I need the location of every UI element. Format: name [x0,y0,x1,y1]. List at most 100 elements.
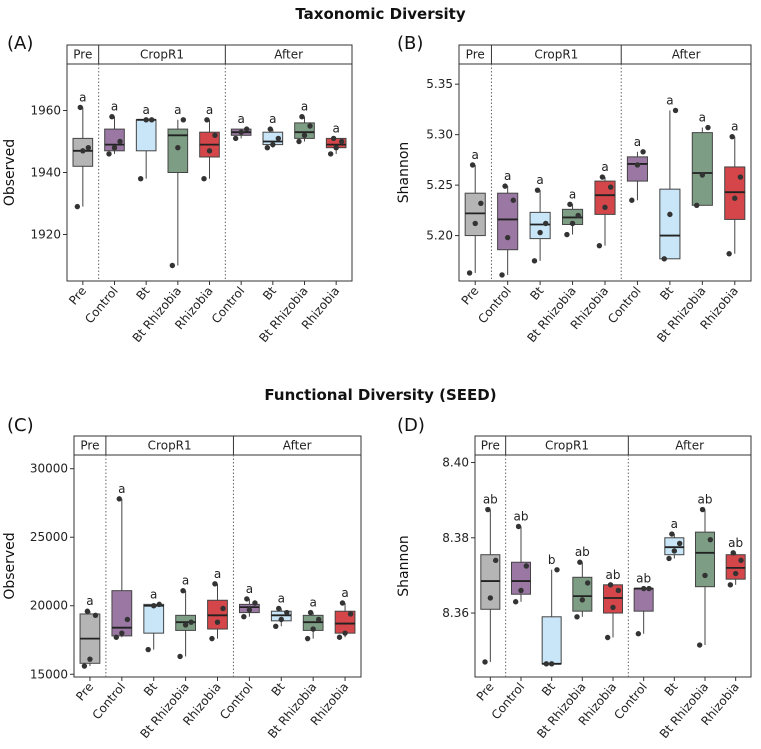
significance-letter: b [548,553,556,567]
strip-label: After [283,439,312,453]
y-tick-label: 20000 [30,599,68,613]
panel-label-d: (D) [397,415,425,436]
panel-b: Pre CropR1 After 5.20 5.25 5.30 5.35 Shannon a Pr… [396,44,752,345]
strip-label: Pre [481,439,500,453]
strip-label: Pre [466,48,485,62]
y-tick-label: 8.38 [442,531,469,545]
data-point [212,581,218,587]
data-point [244,596,250,602]
box [541,616,562,665]
data-point [567,201,573,207]
data-point [116,496,122,502]
significance-letter: a [237,112,244,126]
box [724,166,746,220]
data-point [482,659,488,665]
y-tick-label: 5.35 [426,77,453,91]
data-point [206,148,213,154]
strip-label: After [675,439,704,453]
y-tick-label: 30000 [30,462,68,476]
data-point [615,587,622,594]
data-point [151,603,157,609]
data-point [640,149,646,155]
strip-label: After [672,48,701,62]
data-point [264,145,271,151]
data-point [667,211,673,218]
data-point [738,557,744,564]
data-point [84,608,91,614]
data-point [569,220,576,227]
data-point [156,601,162,608]
strip-label: CropR1 [545,439,589,453]
data-point [599,174,606,180]
data-point [607,184,614,190]
x-tick-label: Bt [539,680,558,699]
significance-letter: a [309,596,316,610]
data-point [478,200,484,206]
panel-d: Pre CropR1 After8.368.388.40ShannonabPreab… [396,435,752,741]
box [510,561,532,595]
data-point [696,642,703,648]
data-point [119,630,125,636]
data-point [504,234,511,241]
data-point [661,256,667,262]
data-point [92,612,99,619]
significance-letter: a [278,591,285,605]
data-point [347,611,354,617]
x-tick-label: Bt [141,680,160,699]
y-axis-label: Shannon [396,535,412,597]
data-point [273,623,279,629]
significance-letter: a [699,111,706,125]
data-point [537,229,543,236]
data-point [137,176,144,182]
data-point [602,204,608,211]
data-point [81,663,88,669]
significance-letter: a [301,100,308,114]
box [143,603,165,634]
section-title-taxonomic: Taxonomic Diversity [295,5,466,23]
data-point [554,567,560,573]
box [633,588,654,612]
data-point [188,619,194,625]
x-tick-label: Pre [459,284,482,308]
facet-strip [73,435,362,456]
data-point [307,609,314,616]
data-point [299,114,305,120]
x-tick-label: Pre [474,680,497,704]
x-tick-label: Control [605,284,644,326]
facet-strip [474,435,752,456]
data-point [499,272,505,278]
data-point [666,555,672,562]
significance-letter: a [731,120,738,134]
x-tick-label: Control [217,680,256,722]
data-point [212,132,218,138]
data-point [209,635,215,642]
strip-label: Pre [80,439,99,453]
data-point [577,559,583,565]
data-point [169,262,176,269]
data-point [705,124,711,131]
data-point [143,117,149,123]
data-point [124,616,131,623]
significance-letter: a [206,103,213,117]
data-point [694,202,700,209]
data-point [574,614,580,620]
data-point [278,616,284,623]
strip-label: CropR1 [140,48,184,62]
x-tick-label: Bt [260,284,279,303]
data-point [276,605,282,612]
data-point [238,129,244,135]
data-point [469,162,476,168]
data-point [604,634,611,641]
data-point [671,548,678,554]
data-point [284,609,290,616]
data-point [732,570,739,577]
significance-letter: a [79,90,86,104]
data-point [702,572,708,579]
x-tick-label: Control [611,680,650,722]
panel-label-c: (C) [7,415,34,436]
strip-label: Pre [73,48,92,62]
data-point [515,523,522,530]
data-point [699,172,706,178]
strip-label: CropR1 [148,439,192,453]
